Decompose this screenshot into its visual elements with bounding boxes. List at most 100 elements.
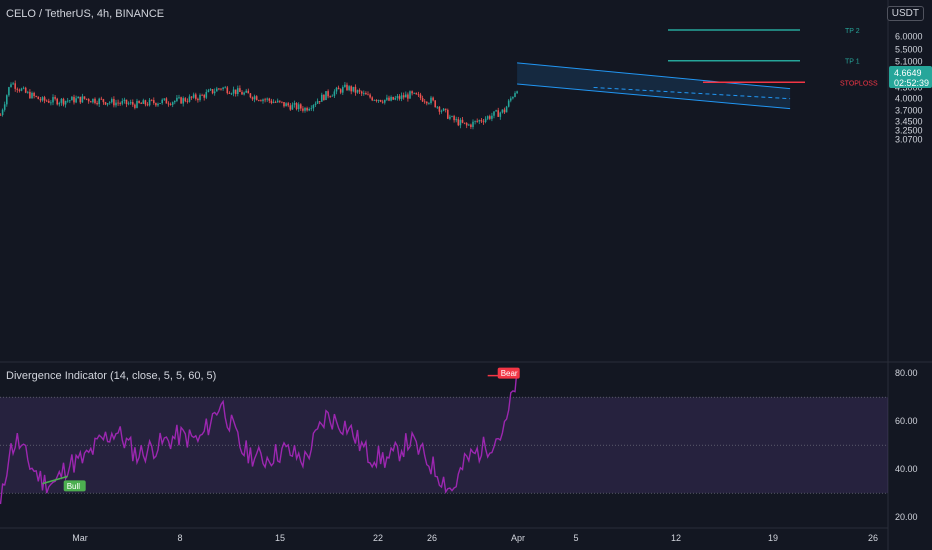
candle-body [390,96,392,101]
candle-body [77,96,79,99]
candle-body [455,119,457,121]
candle-body [102,99,105,103]
candle-body [249,93,252,98]
candle-body [348,86,350,91]
candle-body [123,99,126,102]
candle-body [64,100,67,105]
candle-body [8,87,10,96]
candle-body [255,96,258,101]
candle-body [413,92,415,94]
candle-body [58,102,61,105]
candles-layer [0,80,518,130]
candle-body [331,95,334,97]
candle-body [339,89,342,93]
bull-divergence-line [42,475,68,485]
candle-body [501,109,504,113]
candle-body [268,98,271,101]
candle-body [163,98,166,100]
candle-body [201,94,203,96]
candle-body [96,103,98,105]
candle-body [239,88,241,92]
candle-body [297,104,300,110]
candle-body [367,94,369,96]
candle-body [472,121,474,128]
price-levels: TP 2 TP 1 STOPLOSS [668,28,878,87]
candle-body [142,100,145,104]
candle-body [29,91,31,99]
candle-body [381,101,384,103]
candle-body [293,103,296,105]
candle-body [218,88,220,90]
candle-body [365,93,367,95]
candle-body [398,96,401,99]
candle-body [329,96,331,98]
candle-body [228,93,231,94]
currency-badge[interactable]: USDT [886,6,924,21]
candle-body [463,122,466,124]
candle-body [360,91,363,94]
candle-body [270,100,273,103]
candle-body [327,91,329,97]
candle-body [392,96,394,100]
candle-body [409,91,411,99]
candle-body [489,116,491,119]
candle-body [190,96,193,98]
bear-label: Bear [501,369,518,378]
time-tick-label: 19 [768,533,778,543]
descending-channel [517,62,791,110]
candle-body [478,120,481,122]
candle-body [104,102,107,105]
candle-body [245,90,247,93]
candle-body [178,97,180,99]
candle-body [241,91,243,95]
level-label: STOPLOSS [840,80,878,87]
candle-body [140,102,142,104]
candle-body [356,90,359,93]
time-tick-label: 15 [275,533,285,543]
candle-body [470,124,472,128]
candle-body [421,97,424,102]
candle-body [323,94,325,101]
candle-body [419,94,422,98]
candle-body [346,84,348,91]
candle-body [350,86,352,92]
rsi-tick-label: 20.00 [895,512,918,522]
candle-body [81,96,84,103]
candle-body [16,88,19,90]
candle-body [434,100,436,108]
candle-body [373,99,376,101]
candle-body [73,96,75,103]
candle-body [274,101,277,103]
candle-body [369,94,371,98]
candle-body [510,98,512,101]
candle-body [337,87,340,90]
candle-body [283,102,285,107]
candle-body [31,92,33,99]
candle-body [18,89,21,91]
candle-body [79,96,82,103]
indicator-title: Divergence Indicator (14, close, 5, 5, 6… [6,370,217,382]
candle-body [184,98,187,102]
candle-body [272,101,275,103]
candle-body [304,107,306,111]
candle-body [71,96,73,101]
level-label: TP 1 [845,59,860,66]
candle-body [127,103,130,105]
candle-body [396,96,399,98]
bull-label-box [63,480,86,492]
candle-body [197,98,199,101]
bull-label: Bull [67,482,81,491]
axes-layer: 6.00005.50005.10004.60004.30004.00003.70… [72,31,932,543]
candle-body [62,98,65,105]
candle-body [405,94,407,98]
candle-body [111,99,113,103]
candle-body [117,102,119,104]
price-tick-label: 6.0000 [895,31,923,41]
rsi-line [0,368,518,505]
candle-body [125,99,128,105]
candle-body [132,102,134,105]
candle-body [41,97,44,101]
candle-body [247,90,250,94]
candle-body [33,92,35,97]
